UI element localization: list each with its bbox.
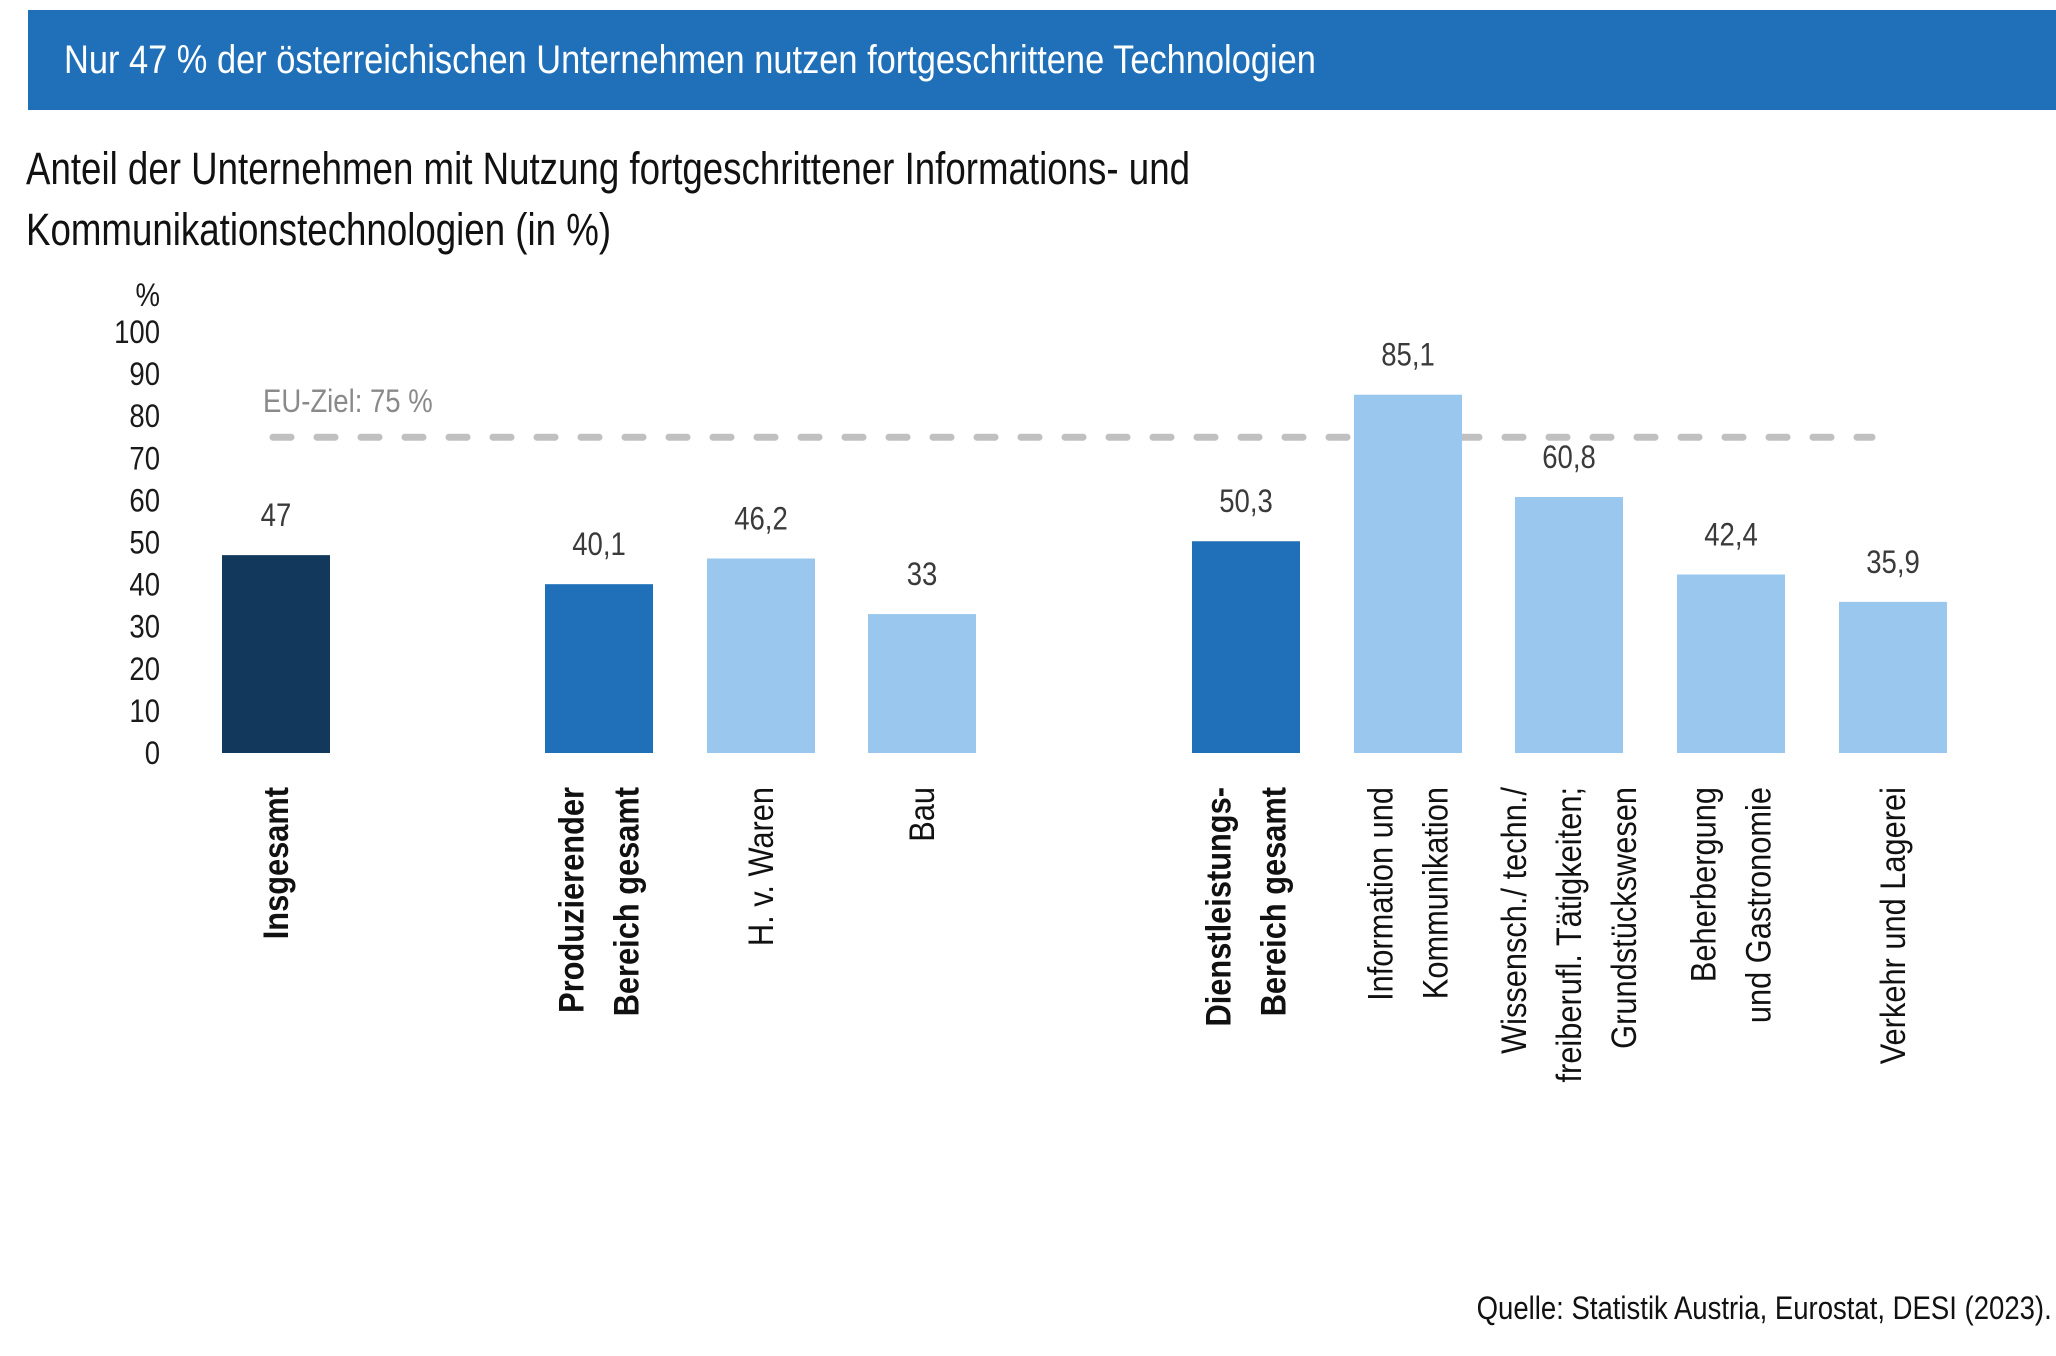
category-label: freiberufl. Tätigkeiten; [1549, 787, 1588, 1082]
value-labels: 47 40,1 46,2 33 50,3 85,1 60,8 42,4 35,9 [261, 338, 1920, 593]
bar-2 [545, 584, 653, 753]
bar-4 [868, 614, 976, 753]
value-label: 60,8 [1542, 440, 1596, 475]
value-label: 50,3 [1219, 484, 1273, 519]
y-tick-label: 0 [145, 736, 160, 771]
y-tick-label: 80 [129, 399, 160, 434]
category-label: Bau [902, 787, 941, 842]
y-axis-unit-label: % [136, 278, 160, 313]
eu-target-label: EU-Ziel: 75 % [263, 384, 433, 419]
y-tick-label: 100 [114, 315, 160, 350]
y-tick-label: 90 [129, 357, 160, 392]
value-label: 46,2 [734, 502, 788, 537]
chart-title-line-2: Kommunikationstechnologien (in %) [26, 204, 612, 255]
category-label: Bereich gesamt [1254, 787, 1293, 1016]
value-label: 47 [261, 498, 292, 533]
y-tick-label: 10 [129, 694, 160, 729]
category-label: Bereich gesamt [607, 787, 646, 1016]
category-label: und Gastronomie [1739, 787, 1778, 1023]
banner-title: Nur 47 % der österreichischen Unternehme… [64, 38, 1316, 82]
category-label: Kommunikation [1416, 787, 1455, 999]
category-label: Grundstückswesen [1604, 787, 1643, 1049]
category-label: H. v. Waren [741, 787, 780, 946]
y-tick-label: 30 [129, 610, 160, 645]
category-label: Insgesamt [256, 787, 295, 939]
bar-7 [1515, 497, 1623, 753]
value-label: 40,1 [572, 527, 626, 562]
source-note: Quelle: Statistik Austria, Eurostat, DES… [1476, 1290, 2052, 1326]
value-label: 42,4 [1704, 518, 1758, 553]
category-label: Beherbergung [1684, 787, 1723, 982]
title-banner: Nur 47 % der österreichischen Unternehme… [28, 10, 2056, 110]
bar-6 [1354, 394, 1462, 753]
value-label: 35,9 [1866, 545, 1920, 580]
category-labels: Insgesamt Produzierender Bereich gesamt H. … [256, 786, 1912, 1082]
category-label: Information und [1361, 787, 1400, 1001]
y-tick-label: 20 [129, 652, 160, 687]
y-tick-label: 70 [129, 441, 160, 476]
bar-3 [707, 558, 815, 753]
category-label: Produzierender [552, 787, 591, 1013]
chart-title-line-1: Anteil der Unternehmen mit Nutzung fortg… [26, 143, 1190, 194]
y-axis: % 0 10 20 30 40 50 60 70 80 90 100 [114, 278, 160, 771]
value-label: 85,1 [1381, 338, 1435, 373]
eu-target-reference: EU-Ziel: 75 % [263, 384, 1876, 441]
bar-1 [222, 555, 330, 753]
chart-title: Anteil der Unternehmen mit Nutzung fortg… [26, 138, 1190, 260]
category-label: Verkehr und Lagerei [1873, 787, 1912, 1064]
y-tick-label: 40 [129, 568, 160, 603]
bars [222, 394, 1947, 753]
bar-5 [1192, 541, 1300, 753]
category-label: Wissensch./ techn./ [1494, 786, 1533, 1054]
value-label: 33 [907, 557, 938, 592]
bar-9 [1839, 601, 1947, 753]
bar-8 [1677, 574, 1785, 753]
y-tick-label: 60 [129, 484, 160, 519]
y-tick-label: 50 [129, 526, 160, 561]
category-label: Dienstleistungs- [1199, 787, 1238, 1026]
